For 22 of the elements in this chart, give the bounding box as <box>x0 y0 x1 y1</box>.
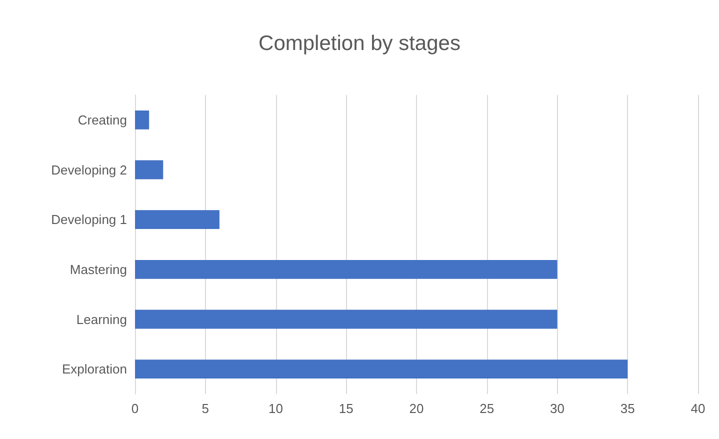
bar <box>135 210 220 230</box>
x-tick-label: 10 <box>268 401 283 416</box>
bar <box>135 310 558 329</box>
x-tick-label: 20 <box>409 401 424 416</box>
x-tick-label: 15 <box>338 401 354 416</box>
bar <box>135 360 628 379</box>
y-tick-label: Developing 1 <box>51 212 127 228</box>
y-tick-label: Mastering <box>70 262 127 277</box>
x-tick-label: 40 <box>690 401 706 416</box>
x-tick-label: 5 <box>202 401 209 416</box>
y-tick-label: Creating <box>78 112 127 128</box>
y-tick-label: Learning <box>76 312 127 327</box>
x-tick-label: 35 <box>620 401 635 416</box>
bar <box>135 110 150 130</box>
y-tick-label: Exploration <box>62 362 127 377</box>
x-tick-label: 25 <box>480 401 494 416</box>
bar <box>135 260 558 279</box>
y-tick-label: Developing 2 <box>51 162 127 178</box>
bar <box>135 160 164 180</box>
x-tick-label: 0 <box>131 401 139 416</box>
chart-title: Completion by stages <box>258 32 460 55</box>
x-tick-label: 30 <box>550 401 564 416</box>
